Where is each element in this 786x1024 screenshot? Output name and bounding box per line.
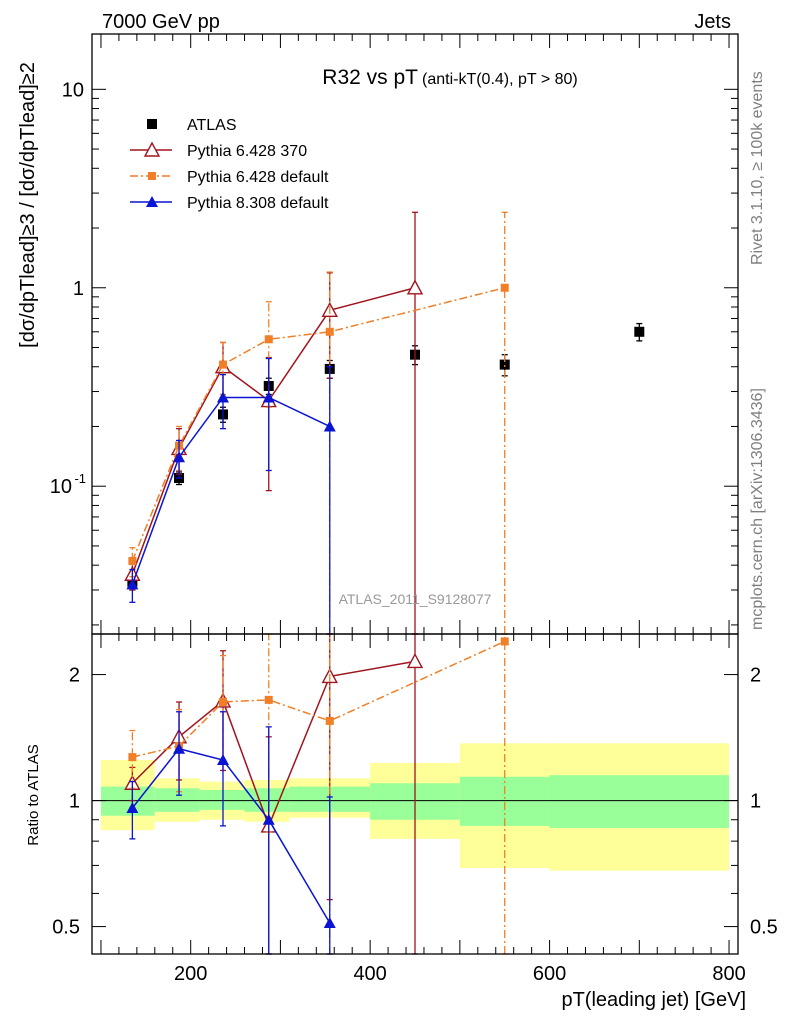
data-point-2-2 — [218, 360, 227, 369]
data-point-r2-3 — [262, 813, 275, 825]
data-point-0-7 — [634, 326, 645, 337]
data-point-r1-0 — [128, 753, 137, 762]
y-tick-label: 1 — [73, 278, 84, 300]
x-tick-label: 600 — [533, 963, 566, 985]
stat-band-7 — [549, 775, 730, 828]
y-tick-label-exponent: -1 — [74, 471, 86, 486]
series-line-r1 — [132, 640, 506, 758]
data-point-2-4 — [325, 327, 334, 336]
data-point-3-2 — [216, 391, 229, 403]
ratio-plot: 0.5 0.5 1 1 2 2 200 400 600 800 Ratio to ATLAS pT… — [25, 633, 778, 1011]
ratio-y-tick-label-right: 2 — [750, 665, 761, 687]
legend-item-0: ATLAS — [147, 117, 237, 134]
legend-item-1: Pythia 6.428 370 — [130, 141, 307, 160]
ratio-y-tick-label: 1 — [69, 791, 80, 813]
main-title: R32 vs pT — [322, 66, 418, 89]
series-3 — [126, 357, 336, 635]
data-point-r1-3 — [264, 695, 273, 704]
x-tick-label: 200 — [174, 963, 207, 985]
data-point-r2-1 — [173, 742, 186, 754]
data-point-r2-2 — [216, 754, 229, 766]
data-point-1-5 — [406, 279, 424, 295]
x-tick-label: 800 — [712, 963, 745, 985]
data-point-r1-5 — [500, 637, 509, 646]
header-right: Jets — [694, 11, 731, 33]
data-point-r2-4 — [323, 916, 336, 928]
stat-band-2 — [199, 789, 245, 810]
side-text-mcplots: mcplots.cern.ch [arXiv:1306.3436] — [749, 388, 766, 630]
ratio-y-axis-label: Ratio to ATLAS — [25, 744, 42, 845]
ratio-frame — [91, 633, 739, 955]
legend-marker-1 — [143, 141, 161, 157]
stat-band-1 — [154, 788, 200, 812]
legend: ATLAS Pythia 6.428 370 Pythia 6.428 defaul… — [130, 117, 329, 212]
data-point-r2-0 — [126, 801, 139, 813]
legend-marker-3 — [146, 196, 158, 207]
data-point-3-0 — [126, 578, 139, 590]
data-point-3-1 — [173, 451, 186, 463]
x-axis-label: pT(leading jet) [GeV] — [561, 989, 746, 1011]
series-line-2 — [131, 287, 505, 562]
stat-band-6 — [459, 776, 550, 826]
ratio-y-tick-label: 0.5 — [52, 917, 80, 939]
x-tick-label: 400 — [353, 963, 386, 985]
legend-label-0: ATLAS — [187, 117, 237, 134]
stat-band-3 — [244, 788, 290, 812]
data-point-3-3 — [262, 391, 275, 403]
legend-label-1: Pythia 6.428 370 — [187, 143, 307, 160]
ratio-axes: 0.5 0.5 1 1 2 2 200 400 600 800 — [52, 634, 778, 985]
series-line-1 — [131, 287, 416, 575]
series-r2 — [126, 711, 336, 955]
analysis-label: ATLAS_2011_S9128077 — [339, 591, 492, 607]
main-series-group — [124, 211, 645, 635]
data-point-r1-2 — [218, 697, 227, 706]
data-point-3-4 — [323, 420, 336, 432]
side-text-rivet: Rivet 3.1.10, ≥ 100k events — [749, 71, 766, 265]
main-subtitle: (anti-kT(0.4), pT > 80) — [422, 71, 578, 88]
ratio-y-tick-label-right: 0.5 — [750, 917, 778, 939]
ratio-y-tick-label: 2 — [69, 665, 80, 687]
data-point-r0-5 — [406, 652, 424, 669]
data-point-2-0 — [128, 556, 137, 565]
y-tick-label: 10 — [50, 476, 72, 498]
legend-marker-0 — [147, 119, 157, 129]
y-tick-label: 10 — [62, 79, 84, 101]
data-point-0-6 — [499, 359, 510, 370]
ratio-series-group — [124, 633, 509, 955]
legend-label-2: Pythia 6.428 default — [187, 169, 329, 186]
data-point-2-5 — [500, 283, 509, 292]
legend-marker-2 — [148, 172, 156, 180]
header-left: 7000 GeV pp — [102, 11, 220, 33]
main-y-axis-label: [dσ/dpTlead]≥3 / [dσ/dpTlead]≥2 — [17, 62, 39, 348]
ratio-y-tick-label-right: 1 — [750, 791, 761, 813]
data-point-2-3 — [264, 335, 273, 344]
legend-item-3: Pythia 8.308 default — [130, 195, 329, 212]
legend-item-2: Pythia 6.428 default — [130, 169, 329, 186]
data-point-r1-4 — [325, 716, 334, 725]
series-line-r0 — [131, 660, 416, 828]
legend-label-3: Pythia 8.308 default — [187, 195, 329, 212]
